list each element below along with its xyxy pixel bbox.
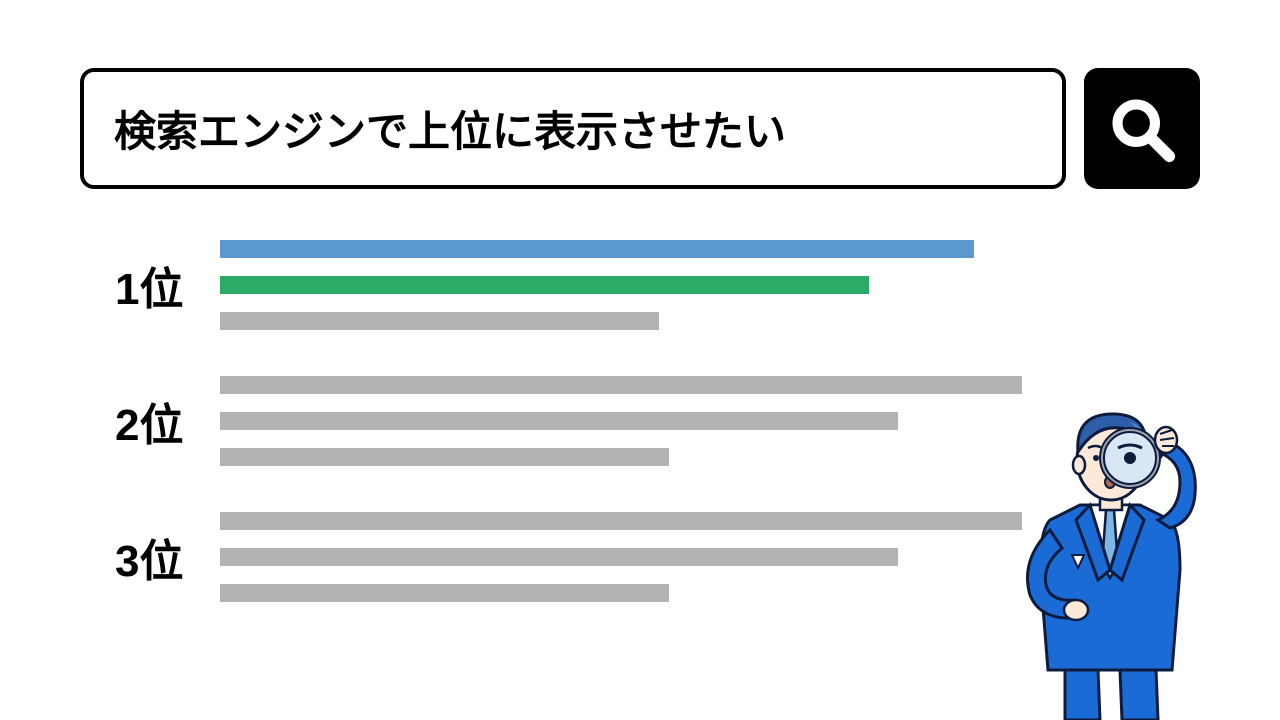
search-icon xyxy=(1106,93,1178,165)
result-bar xyxy=(220,276,869,294)
search-input[interactable]: 検索エンジンで上位に表示させたい xyxy=(80,68,1066,189)
rank-label: 1位 xyxy=(115,253,220,317)
businessman-illustration xyxy=(980,370,1240,720)
search-button[interactable] xyxy=(1084,68,1200,189)
rank-label: 3位 xyxy=(115,525,220,589)
search-row: 検索エンジンで上位に表示させたい xyxy=(80,68,1200,189)
result-bar xyxy=(220,584,669,602)
result-bar xyxy=(220,548,898,566)
result-bar xyxy=(220,312,659,330)
result-bar xyxy=(220,376,1022,394)
result-rank-1: 1位 xyxy=(115,240,1175,330)
result-bar xyxy=(220,240,974,258)
result-bar xyxy=(220,448,669,466)
result-bar xyxy=(220,512,1022,530)
rank-label: 2位 xyxy=(115,389,220,453)
result-bar xyxy=(220,412,898,430)
result-bars xyxy=(220,240,1175,330)
